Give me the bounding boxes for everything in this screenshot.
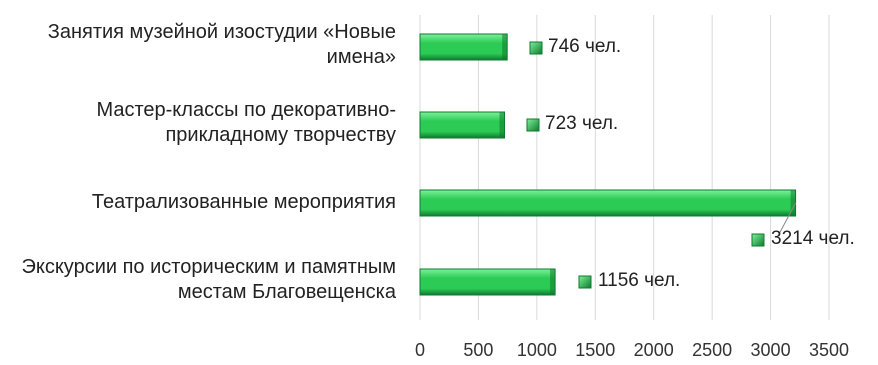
category-label: Театрализованные мероприятия	[0, 190, 396, 215]
value-unit: чел.	[577, 113, 618, 134]
value-number: 1156	[598, 270, 639, 291]
value-unit: чел.	[580, 36, 621, 57]
bar	[420, 112, 504, 138]
value-number: 3214	[771, 228, 813, 249]
x-tick-label: 2000	[624, 340, 684, 361]
value-label: 746 чел.	[548, 36, 621, 58]
category-label: Занятия музейной изостудии «Новые имена»	[0, 20, 396, 70]
bar-end-cap	[499, 112, 504, 138]
bar	[420, 190, 796, 216]
value-label: 723 чел.	[545, 113, 618, 135]
x-tick-label: 1000	[507, 340, 567, 361]
value-marker	[527, 119, 539, 131]
value-markers	[527, 42, 796, 288]
value-number: 746	[548, 36, 580, 57]
value-unit: чел.	[813, 228, 854, 249]
bar-end-cap	[791, 190, 796, 216]
x-tick-label: 3500	[799, 340, 859, 361]
category-label: Экскурсии по историческим и памятным мес…	[0, 255, 396, 305]
value-marker	[579, 276, 591, 288]
x-tick-label: 0	[390, 340, 450, 361]
value-label: 1156 чел.	[598, 270, 680, 292]
bar-end-cap	[550, 269, 555, 295]
x-tick-label: 3000	[741, 340, 801, 361]
bar-end-cap	[502, 34, 507, 60]
value-unit: чел.	[639, 270, 680, 291]
x-tick-label: 1500	[565, 340, 625, 361]
value-number: 723	[545, 113, 577, 134]
bar	[420, 34, 507, 60]
category-label: Мастер-классы по декоративно-прикладному…	[0, 98, 396, 148]
x-tick-label: 500	[448, 340, 508, 361]
bar	[420, 269, 555, 295]
value-marker	[530, 42, 542, 54]
value-label: 3214 чел.	[771, 228, 855, 250]
value-marker	[752, 234, 764, 246]
bars	[420, 34, 796, 295]
x-tick-label: 2500	[682, 340, 742, 361]
